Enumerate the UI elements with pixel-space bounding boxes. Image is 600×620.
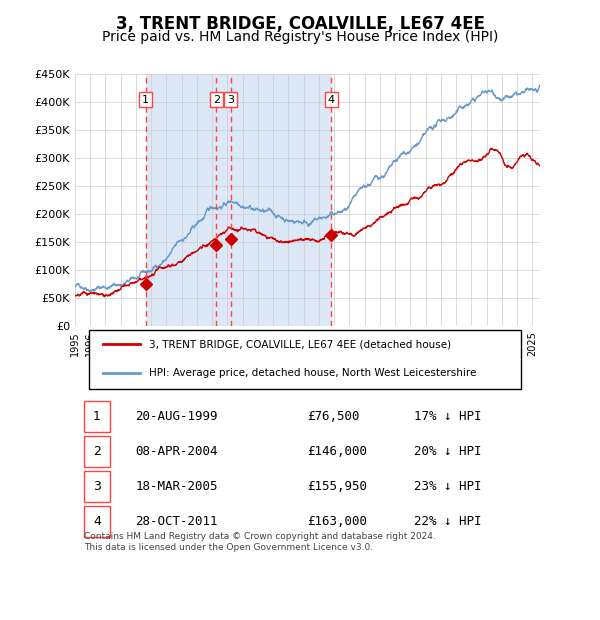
FancyBboxPatch shape <box>84 436 110 467</box>
Text: 22% ↓ HPI: 22% ↓ HPI <box>415 515 482 528</box>
Text: 08-APR-2004: 08-APR-2004 <box>136 445 218 458</box>
Text: 20-AUG-1999: 20-AUG-1999 <box>136 410 218 423</box>
Text: 28-OCT-2011: 28-OCT-2011 <box>136 515 218 528</box>
Text: 3, TRENT BRIDGE, COALVILLE, LE67 4EE: 3, TRENT BRIDGE, COALVILLE, LE67 4EE <box>115 16 485 33</box>
Text: £76,500: £76,500 <box>308 410 360 423</box>
Text: Contains HM Land Registry data © Crown copyright and database right 2024.
This d: Contains HM Land Registry data © Crown c… <box>84 533 436 552</box>
FancyBboxPatch shape <box>84 506 110 538</box>
Text: 2: 2 <box>93 445 101 458</box>
Text: 3: 3 <box>227 95 234 105</box>
Text: 1: 1 <box>93 410 101 423</box>
FancyBboxPatch shape <box>84 471 110 502</box>
Text: £155,950: £155,950 <box>308 480 367 493</box>
Text: 17% ↓ HPI: 17% ↓ HPI <box>415 410 482 423</box>
Text: 2: 2 <box>213 95 220 105</box>
Text: 3: 3 <box>93 480 101 493</box>
Text: 23% ↓ HPI: 23% ↓ HPI <box>415 480 482 493</box>
Text: 20% ↓ HPI: 20% ↓ HPI <box>415 445 482 458</box>
Text: £146,000: £146,000 <box>308 445 367 458</box>
FancyBboxPatch shape <box>84 401 110 433</box>
Text: HPI: Average price, detached house, North West Leicestershire: HPI: Average price, detached house, Nort… <box>149 368 477 378</box>
Text: £163,000: £163,000 <box>308 515 367 528</box>
Bar <box>146 74 331 326</box>
Text: 1: 1 <box>142 95 149 105</box>
Text: Price paid vs. HM Land Registry's House Price Index (HPI): Price paid vs. HM Land Registry's House … <box>102 30 498 44</box>
Text: 4: 4 <box>328 95 335 105</box>
Text: 3, TRENT BRIDGE, COALVILLE, LE67 4EE (detached house): 3, TRENT BRIDGE, COALVILLE, LE67 4EE (de… <box>149 339 452 349</box>
Text: 4: 4 <box>93 515 101 528</box>
Text: 18-MAR-2005: 18-MAR-2005 <box>136 480 218 493</box>
FancyBboxPatch shape <box>89 330 521 389</box>
